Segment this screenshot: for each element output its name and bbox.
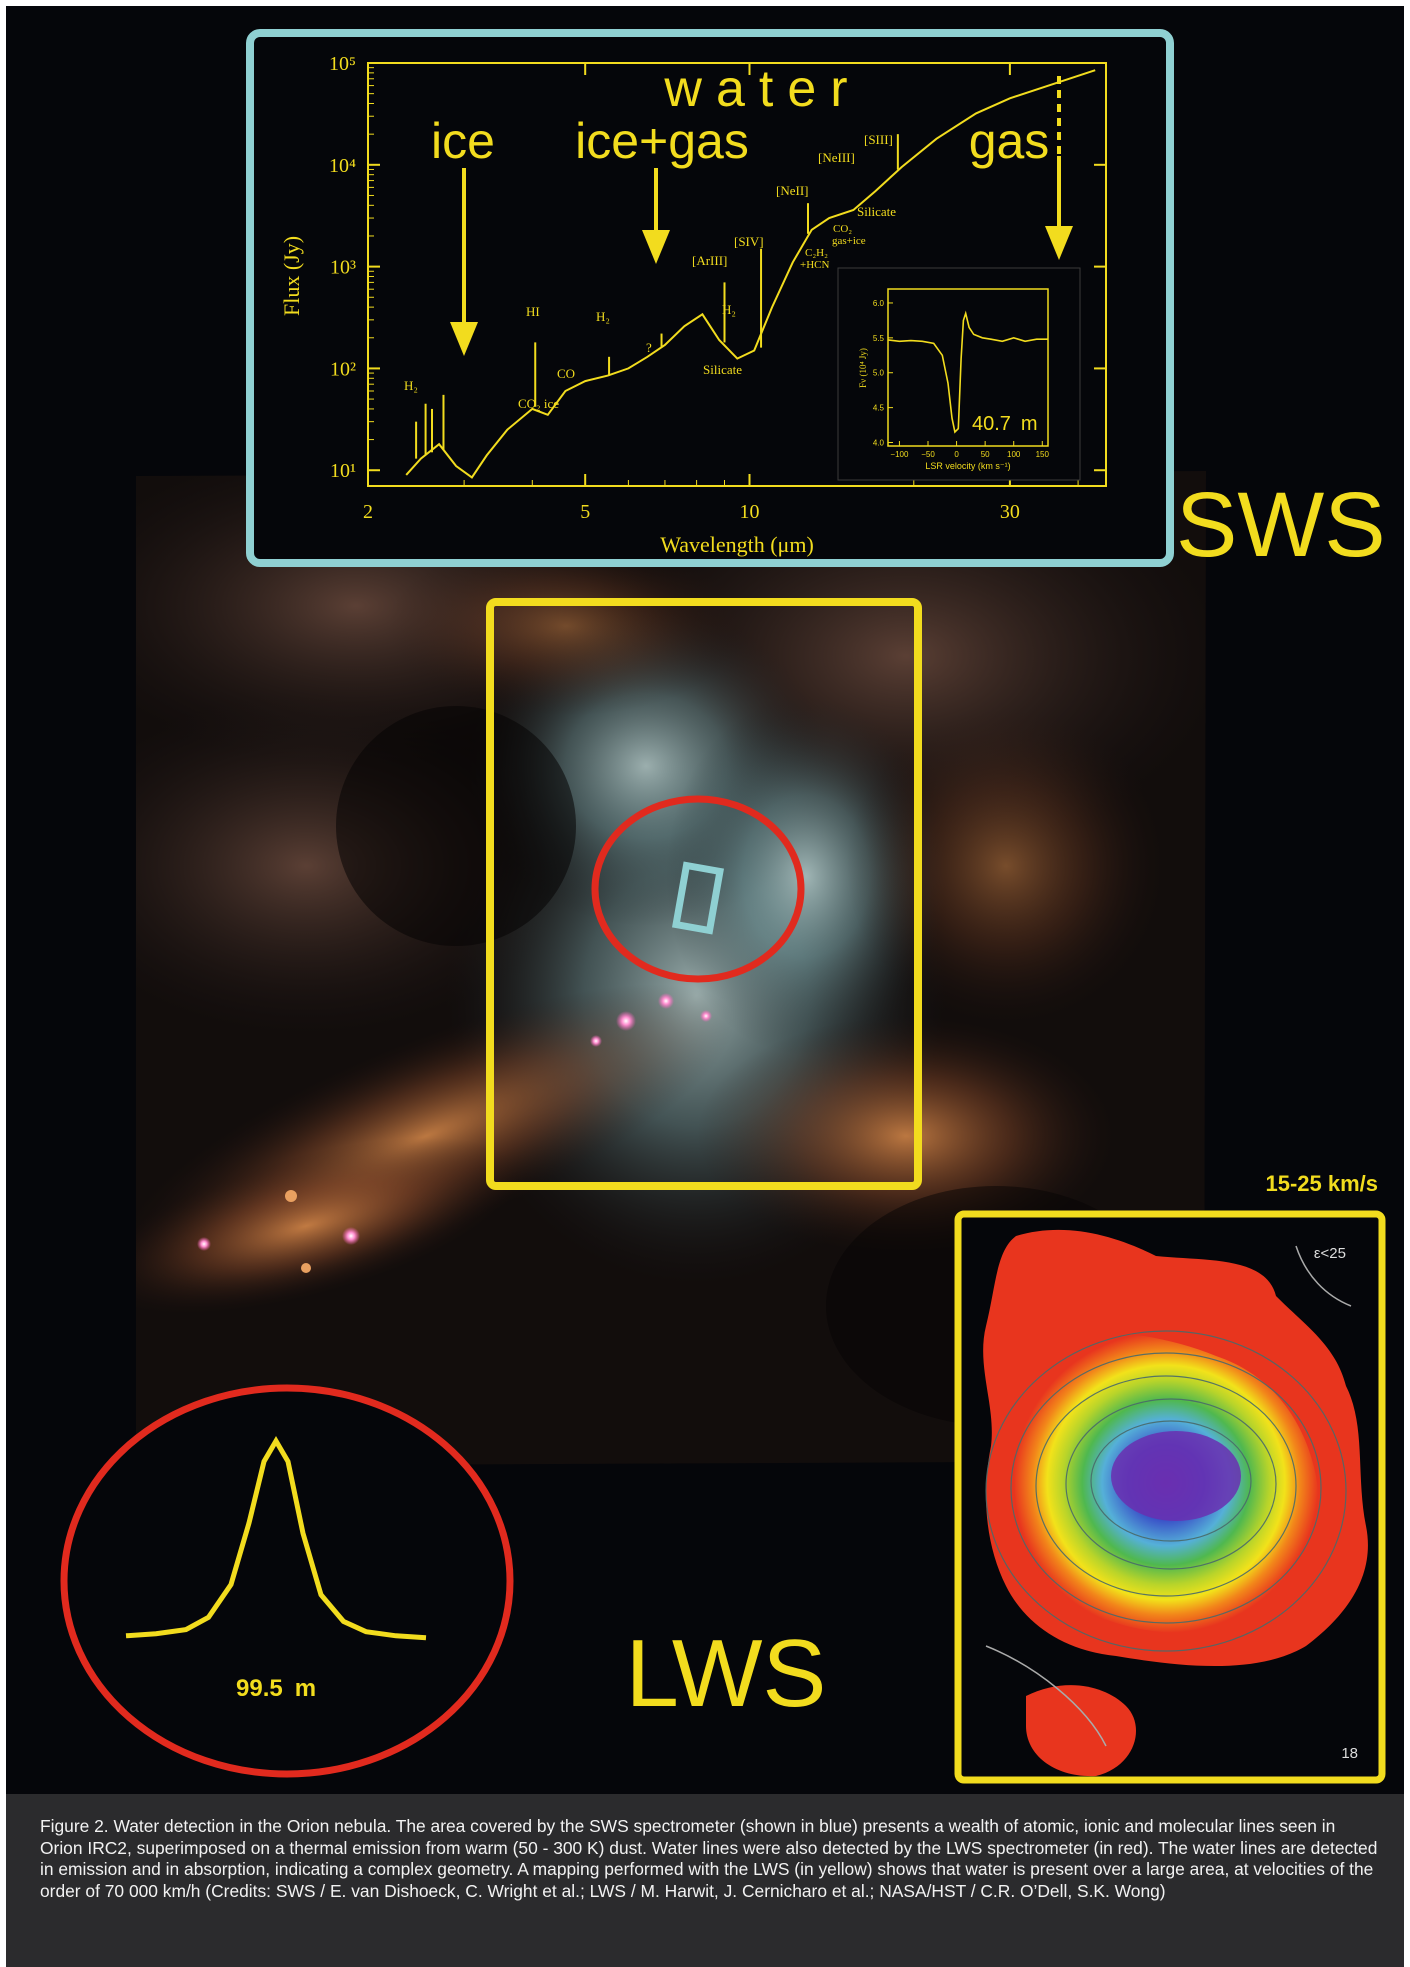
lws-beam-circle <box>591 795 805 983</box>
label-silicate-low: Silicate <box>703 362 742 377</box>
inset-x-tick-label: 150 <box>1036 450 1050 459</box>
inset-x-tick-label: −100 <box>890 450 909 459</box>
spectrum-chart: 10¹ 10² 10³ 10⁴ 10⁵ 2 5 10 30 Flux (Jy) Wavelen… <box>279 53 1107 557</box>
inset-axes <box>887 288 1049 447</box>
map-corner-bottom-label: 18 <box>1341 1745 1358 1762</box>
water-map-frame <box>954 1210 1386 1784</box>
figure-caption: Figure 2. Water detection in the Orion n… <box>6 1794 1404 1967</box>
lws-line-circle <box>60 1384 514 1778</box>
spectrum-axes <box>367 62 1107 487</box>
spectrum-x-tick-label: 10 <box>739 501 759 523</box>
spectrum-y-tick-label: 10⁵ <box>329 53 356 75</box>
annotation-arrows <box>450 76 1073 356</box>
spectrum-y-tick-label: 10⁴ <box>329 155 356 177</box>
inset-y-tick-label: 5.5 <box>873 334 885 343</box>
inset-line-label: 40.7 m <box>972 413 1038 435</box>
inset-y-tick-label: 4.5 <box>873 404 885 413</box>
velocity-range-label: 15-25 km/s <box>1265 1171 1378 1196</box>
inset-chart: 4.0 4.5 5.0 5.5 6.0 −100 −50 0 50 100 150 Fν (10⁴… <box>837 267 1081 481</box>
spectrum-series-line <box>405 69 1096 479</box>
label-c2h2: C₂H₂ <box>805 247 828 259</box>
label-co: CO <box>557 366 575 381</box>
lws-line-label: 99.5 m <box>236 1675 316 1702</box>
label-question: ? <box>646 340 652 355</box>
figure-svg: 10¹ 10² 10³ 10⁴ 10⁵ 2 5 10 30 Flux (Jy) Wavelen… <box>60 29 1386 1784</box>
inset-x-tick-label: −50 <box>921 450 935 459</box>
lws-line-profile <box>125 1436 427 1641</box>
inset-background <box>837 267 1081 481</box>
spectrum-x-tick-label: 30 <box>1000 501 1020 523</box>
spectrum-y-ticks: 10¹ 10² 10³ 10⁴ 10⁵ <box>329 53 1106 482</box>
label-neiii: [NeIII] <box>818 150 855 165</box>
lws-label: LWS <box>626 1620 827 1727</box>
spectrum-x-tick-label: 5 <box>580 501 590 523</box>
inset-x-tick-label: 100 <box>1007 450 1021 459</box>
label-siii: [SIII] <box>864 132 893 147</box>
spectrum-y-tick-label: 10¹ <box>330 460 356 482</box>
label-co2-gas: CO₂ <box>833 223 852 235</box>
label-h2-left: H₂ <box>404 378 418 393</box>
label-silicate-high: Silicate <box>857 204 896 219</box>
inset-x-ticks: −100 −50 0 50 100 150 <box>890 441 1050 459</box>
lws-map-region-box <box>486 598 922 1190</box>
label-h2-mid: H₂ <box>596 309 610 324</box>
spectrum-emission-lines <box>415 134 899 459</box>
spectrum-x-ticks: 2 5 10 30 <box>363 63 1079 523</box>
label-neii: [NeII] <box>776 183 808 198</box>
inset-y-tick-label: 6.0 <box>873 299 885 308</box>
inset-y-tick-label: 4.0 <box>873 439 885 448</box>
label-siv: [SIV] <box>734 234 764 249</box>
spectrum-y-tick-label: 10² <box>330 358 356 380</box>
label-gas-ice: gas+ice <box>832 235 866 247</box>
sws-label: SWS <box>1176 474 1386 576</box>
sws-aperture <box>671 861 725 935</box>
inset-x-tick-label: 50 <box>981 450 990 459</box>
figure-panel: 10¹ 10² 10³ 10⁴ 10⁵ 2 5 10 30 Flux (Jy) Wavelen… <box>6 6 1404 1794</box>
annotation-ice: ice <box>431 113 495 169</box>
annotation-ice-gas: ice+gas <box>575 113 749 169</box>
spectrum-x-tick-label: 2 <box>363 501 373 523</box>
caption-text: Figure 2. Water detection in the Orion n… <box>40 1816 1378 1901</box>
spectrum-x-axis-label: Wavelength (μm) <box>660 532 814 557</box>
water-map <box>960 1216 1380 1778</box>
spectrum-y-axis-label: Flux (Jy) <box>279 236 304 316</box>
annotation-gas: gas <box>969 113 1050 169</box>
label-h2-right: H₂ <box>722 302 736 317</box>
inset-series-line <box>887 310 1048 434</box>
spectrum-y-tick-label: 10³ <box>330 257 356 279</box>
label-ariii: [ArIII] <box>692 253 727 268</box>
inset-y-axis-label: Fν (10⁴ Jy) <box>858 348 868 388</box>
annotation-water: water <box>663 60 861 118</box>
label-co2-ice: CO₂ ice <box>518 396 559 411</box>
map-corner-top-label: ε<25 <box>1314 1245 1346 1262</box>
inset-y-ticks: 4.0 4.5 5.0 5.5 6.0 <box>873 299 893 448</box>
inset-y-tick-label: 5.0 <box>873 369 885 378</box>
label-hi: HI <box>526 304 540 319</box>
label-hcn: +HCN <box>800 259 829 271</box>
inset-x-axis-label: LSR velocity (km s⁻¹) <box>925 461 1010 471</box>
inset-x-tick-label: 0 <box>954 450 959 459</box>
